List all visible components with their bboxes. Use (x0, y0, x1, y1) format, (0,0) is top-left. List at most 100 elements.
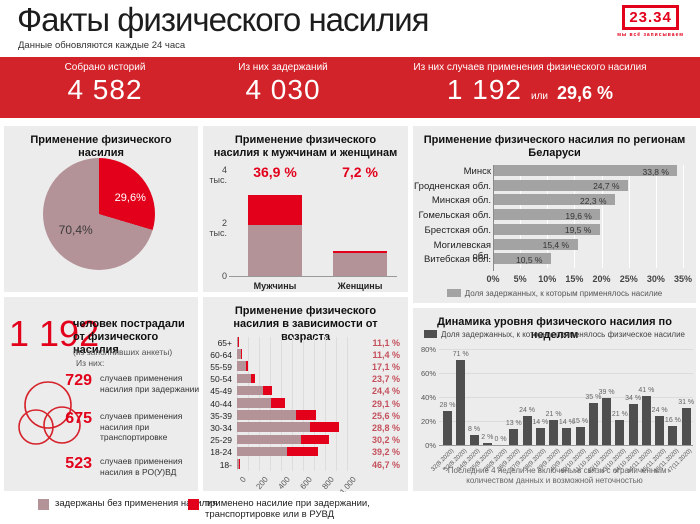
age-gridline (336, 337, 337, 472)
weekly-bar (628, 404, 638, 445)
stat-detentions: Из них задержаний 4 030 (198, 62, 368, 106)
weekly-bar (469, 435, 479, 445)
weekly-value-label: 0 % (494, 436, 507, 443)
regions-xtick: 25% (619, 273, 638, 284)
regions-category-label: Минск (463, 166, 491, 177)
gender-pct-label: 36,9 % (253, 164, 297, 180)
weekly-bar (482, 442, 492, 445)
weekly-ytick: 0% (425, 441, 436, 450)
weekly-value-label: 14 % (558, 419, 575, 427)
weekly-value-label: 24 % (519, 407, 536, 415)
age-bar-segment-violence (238, 459, 241, 469)
brand-logo-tagline: мы всё записываем (617, 32, 684, 38)
summary-banner: Собрано историй 4 582 Из них задержаний … (0, 57, 700, 118)
age-pct-label: 28,8 % (371, 422, 400, 433)
age-bar-segment-violence (309, 422, 339, 432)
regions-gridline (655, 165, 657, 268)
regions-value-label: 22,3 % (580, 195, 607, 206)
age-category-label: 50-54 (210, 374, 232, 385)
age-bar-segment-base (237, 459, 239, 469)
age-bar-segment-base (237, 398, 272, 408)
page-subtitle: Данные обновляются каждые 24 часа (18, 40, 186, 51)
age-gridline (314, 337, 315, 472)
weekly-chart: 0% 20% 40% 60% 80% 28 % 32(8.2020) 71 % 33(8.202… (413, 344, 696, 475)
age-pct-label: 30,2 % (371, 435, 400, 446)
weekly-value-label: 16 % (664, 416, 681, 424)
brand-logo-text: 23.34 (622, 5, 679, 30)
age-bar-segment-base (237, 446, 287, 457)
weekly-value-label: 71 % (452, 350, 469, 358)
age-category-label: 40-44 (210, 398, 232, 409)
weekly-bar (681, 407, 691, 445)
age-bar-segment-violence (245, 361, 248, 371)
regions-gridline (683, 165, 684, 268)
stat-collected-stories: Собрано историй 4 582 (20, 62, 190, 106)
regions-value-label: 10,5 % (516, 254, 543, 265)
age-pct-label: 17,1 % (371, 361, 400, 372)
age-gridline (303, 337, 304, 472)
age-pct-label: 25,6 % (371, 410, 400, 421)
weekly-ytick: 20% (420, 417, 436, 426)
regions-category-label: Гродненская обл. (414, 180, 491, 192)
weekly-gridline (439, 421, 693, 422)
brand-logo: 23.34 мы всё записываем (617, 5, 684, 38)
age-pct-label: 29,1 % (371, 398, 400, 409)
weekly-value-label: 28 % (439, 402, 456, 410)
regions-category-label: Брестская обл. (424, 224, 491, 236)
red-swatch (188, 499, 199, 510)
stat-label: Собрано историй (64, 62, 146, 73)
weekly-gridline (439, 349, 693, 350)
age-bar-segment-violence (271, 398, 286, 408)
panel-age-chart: Применение физического насилия в зависим… (203, 297, 408, 496)
pie-label-no-violence: 70,4% (58, 222, 93, 237)
age-gridline (292, 337, 293, 472)
victims-total: 1 192 (9, 313, 100, 354)
regions-xtick: 0% (486, 273, 500, 284)
regions-category-label: Гомельская обл. (418, 210, 491, 222)
age-xtick: 800 (320, 475, 336, 492)
age-bar-segment-base (237, 422, 310, 432)
weekly-value-label: 39 % (598, 389, 615, 397)
pie-chart-title: Применение физического насилия (30, 134, 172, 159)
regions-value-label: 19,5 % (564, 225, 592, 236)
regions-category-label: Могилевская обл. (433, 239, 491, 262)
regions-xtick: 10% (538, 273, 557, 284)
age-bar-segment-violence (286, 446, 319, 457)
weekly-value-label: 2 % (481, 433, 494, 441)
weekly-ytick: 40% (420, 393, 436, 402)
panel-victims: 1 192 человек пострадали от физического … (4, 297, 199, 491)
regions-bar (494, 194, 616, 206)
weekly-footnote: * Последние 4 недели не включены в связи… (442, 466, 667, 485)
gender-pct-label: 7,2 % (342, 164, 378, 180)
page-title: Факты физического насилия (17, 1, 430, 38)
weekly-bar (509, 429, 519, 445)
weekly-ytick: 80% (420, 345, 436, 354)
gender-bar-segment-base (248, 225, 302, 276)
age-gridline (347, 337, 348, 472)
age-category-label: 30-34 (210, 422, 232, 433)
legend-no-violence: задержаны без применения насилия (38, 498, 218, 510)
victims-total-label: человек пострадали от физического насили… (73, 318, 185, 356)
regions-category-label: Минская обл. (431, 195, 491, 207)
age-category-label: 18-24 (210, 447, 232, 458)
age-xtick: 600 (298, 475, 314, 492)
weekly-bar (641, 395, 651, 445)
victims-item-label: случаев применения насилия в РО(У)ВД (100, 456, 183, 477)
weekly-gridline (439, 373, 693, 374)
age-pct-label: 46,7 % (371, 459, 400, 470)
weekly-bar (615, 419, 625, 445)
regions-xtick: 35% (673, 273, 692, 284)
age-category-label: 60-64 (210, 349, 232, 360)
stat-conjunction: или (531, 91, 549, 102)
stat-value: 4 582 (67, 74, 143, 105)
gender-x-axis (229, 276, 397, 277)
weekly-value-label: 14 % (532, 419, 549, 427)
gender-chart-title: Применение физического насилия к мужчина… (213, 134, 398, 159)
legend-violence-label: применено насилие при задержании, трансп… (205, 498, 370, 520)
weekly-chart-title: Динамика уровня физического насилия по н… (437, 316, 672, 341)
weekly-bar (549, 419, 559, 445)
stat-value: 4 030 (245, 74, 321, 105)
regions-legend-label: Доля задержанных, к которым применялось … (464, 289, 663, 298)
weekly-bar (522, 416, 532, 445)
